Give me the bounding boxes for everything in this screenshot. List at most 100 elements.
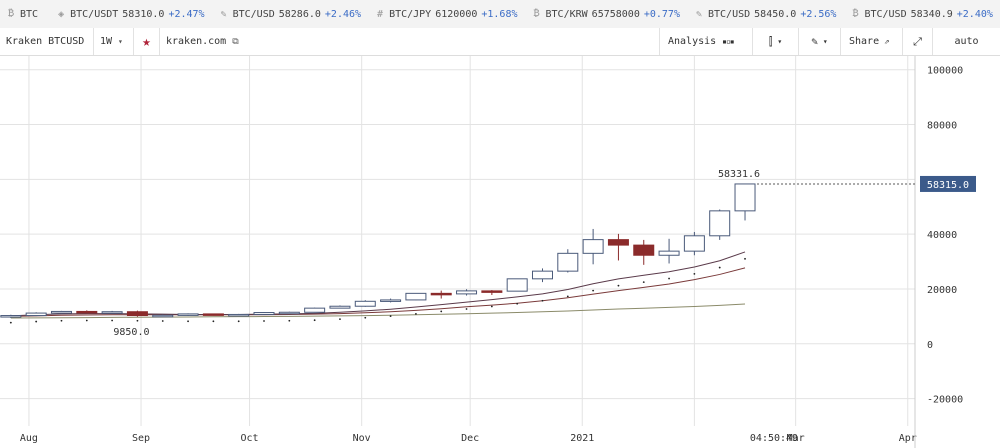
y-tick-label: 20000	[927, 285, 957, 296]
x-tick-label: Nov	[353, 433, 371, 444]
ticker-symbol: BTC	[20, 8, 39, 20]
candle-body	[278, 311, 300, 315]
symbol-selector[interactable]: Kraken BTCUSD	[0, 28, 94, 55]
ma-fast-line	[10, 251, 746, 317]
symbol-label: Kraken BTCUSD	[6, 36, 85, 47]
favorite-button[interactable]: ★	[134, 28, 160, 55]
ticker-item[interactable]: ✎ BTC/USD 58450.0 +2.56%	[696, 9, 836, 20]
x-tick-label: Apr	[899, 433, 917, 444]
candle-body	[101, 311, 123, 314]
pencil-icon: ✎	[811, 35, 818, 48]
candles-icon: ⫿	[768, 34, 773, 48]
indicator-dot	[617, 284, 620, 287]
ticker-symbol: BTC/USD	[864, 8, 907, 20]
indicator-dot	[490, 305, 493, 308]
price-chart[interactable]: -20000020000400006000080000100000AugSepO…	[0, 56, 1000, 448]
ticker-symbol: BTC/JPY	[389, 8, 432, 20]
indicator-dot	[111, 319, 114, 322]
ticker-change: +1.68%	[481, 8, 518, 20]
ticker-item[interactable]: ✎ BTC/USD 58286.0 +2.46%	[221, 9, 361, 20]
x-tick-label: Dec	[461, 433, 479, 444]
ticker-price: 58340.9	[910, 8, 953, 20]
leaf-icon: ✎	[220, 8, 227, 20]
chevron-down-icon: ▾	[822, 37, 828, 46]
candle-body	[506, 278, 528, 292]
external-link-icon: ⇗	[884, 36, 890, 47]
candle-body	[481, 290, 503, 293]
indicator-dot	[85, 319, 88, 322]
indicator-dot	[718, 266, 721, 269]
high-label: 58331.6	[718, 169, 760, 180]
chart-type-button[interactable]: ⫿ ▾	[752, 28, 798, 55]
ma-slow-line	[10, 303, 746, 319]
candle-body	[228, 313, 250, 317]
candle-body	[734, 183, 756, 212]
indicator-dot	[263, 320, 265, 322]
indicator-dot	[364, 316, 367, 319]
source-label: kraken.com	[166, 36, 227, 47]
ticker-item[interactable]: ₿ BTC	[8, 8, 42, 20]
ticker-change: +2.47%	[168, 8, 205, 20]
indicator-dot	[187, 320, 189, 323]
ticker-change: +2.56%	[800, 8, 837, 20]
indicator-dot	[415, 313, 417, 315]
ticker-price: 58286.0	[278, 8, 321, 20]
leaf-icon: ✎	[695, 8, 702, 20]
indicator-dot	[516, 302, 519, 305]
candle-body	[0, 315, 22, 318]
indicator-dot	[237, 320, 240, 323]
ticker-price: 58310.0	[122, 8, 165, 20]
y-tick-label: 100000	[927, 66, 963, 77]
expand-icon: ⤢	[913, 34, 922, 48]
indicator-dot	[693, 272, 696, 275]
bitcoin-icon: ₿	[852, 8, 859, 19]
share-label: Share	[849, 36, 880, 47]
copy-icon: ⧉	[232, 36, 239, 47]
low-label: 9850.0	[113, 327, 149, 338]
candle-body	[354, 300, 376, 307]
ticker-price: 58450.0	[754, 8, 797, 20]
ticker-item[interactable]: ₿ BTC/KRW 65758000 +0.77%	[534, 8, 680, 20]
indicator-dot	[136, 319, 139, 322]
ticker-price: 65758000	[591, 8, 640, 20]
source-link[interactable]: kraken.com ⧉	[160, 28, 256, 55]
interval-selector[interactable]: 1W ▾	[94, 28, 134, 55]
share-button[interactable]: Share ⇗	[840, 28, 902, 55]
scale-mode-button[interactable]: auto	[932, 28, 1000, 55]
diamond-icon: ◈	[58, 8, 65, 20]
candle-body	[126, 311, 148, 317]
candle-body	[304, 307, 326, 313]
interval-label: 1W	[100, 36, 113, 47]
indicator-dot	[313, 319, 316, 322]
ticker-item[interactable]: ◈ BTC/USDT 58310.0 +2.47%	[58, 9, 204, 20]
fullscreen-button[interactable]: ⤢	[902, 28, 932, 55]
y-tick-label: 40000	[927, 230, 957, 241]
x-tick-label: Oct	[241, 433, 259, 444]
candle-body	[557, 252, 579, 272]
chart-toolbar: Kraken BTCUSD 1W ▾ ★ kraken.com ⧉ Analys…	[0, 28, 1000, 56]
y-tick-label: -20000	[927, 395, 963, 406]
indicator-dot	[465, 308, 468, 310]
candle-body	[683, 235, 705, 252]
candle-body	[582, 239, 604, 254]
drawing-tools-button[interactable]: ✎ ▾	[798, 28, 840, 55]
ma-mid-line	[10, 267, 746, 317]
ticker-symbol: BTC/USDT	[70, 8, 119, 20]
analysis-label: Analysis	[668, 36, 717, 47]
indicator-dot	[592, 289, 595, 292]
candle-body	[76, 310, 98, 314]
ticker-item[interactable]: ₿ BTC/USD 58340.9 +2.40%	[852, 8, 992, 20]
ticker-item[interactable]: # BTC/JPY 6120000 +1.68%	[377, 9, 517, 20]
bitcoin-icon: ₿	[8, 8, 15, 19]
indicator-dot	[389, 315, 392, 317]
candle-body	[456, 290, 478, 295]
ticker-symbol: BTC/USD	[708, 8, 751, 20]
ticker-bar: ₿ BTC ◈ BTC/USDT 58310.0 +2.47% ✎ BTC/USD 58286.…	[0, 0, 1000, 29]
y-tick-label: 0	[927, 340, 933, 351]
y-tick-label: 80000	[927, 121, 957, 132]
hash-icon: #	[377, 8, 384, 20]
indicator-dot	[35, 320, 38, 323]
indicator-dot	[288, 319, 291, 322]
last-price-label: 58315.0	[927, 180, 969, 191]
analysis-button[interactable]: Analysis ▪▫▪	[659, 28, 752, 55]
